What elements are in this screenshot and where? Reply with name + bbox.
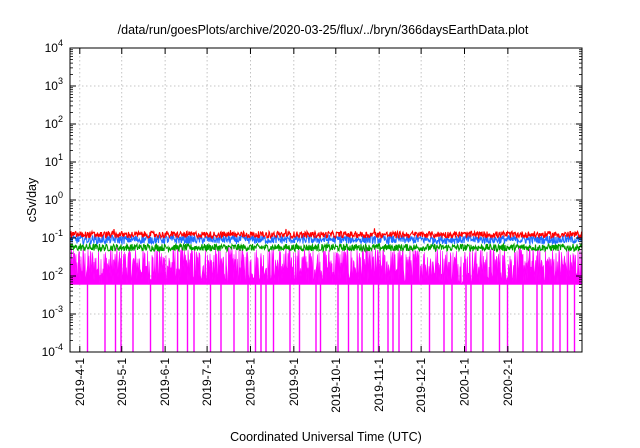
y-tick-label: 101 [45,152,63,169]
y-tick-label: 102 [45,114,63,131]
grid-layer [70,48,582,352]
tick-layer: 104 103 102 101 100 10-1 10-2 10-3 10-4 2019-4-1 2… [42,38,582,413]
series-magenta-band [70,245,582,286]
y-tick-label: 103 [45,76,63,93]
x-tick-label: 2019-8-1 [243,358,257,406]
series-line [70,228,582,241]
y-tick-label: 104 [45,38,63,55]
x-axis-label: Coordinated Universal Time (UTC) [230,430,422,444]
x-tick-label: 2019-7-1 [200,358,214,406]
x-tick-label: 2019-4-1 [73,358,87,406]
x-tick-label: 2019-11-1 [372,358,386,412]
y-tick-label: 10-1 [42,228,63,245]
series-line [70,241,582,254]
y-tick-label: 100 [45,190,63,207]
y-tick-label: 10-2 [42,266,63,283]
y-axis-label: cSv/day [25,177,39,222]
x-tick-label: 2019-10-1 [329,358,343,413]
x-tick-label: 2020-2-1 [501,358,515,406]
data-layer [70,228,582,352]
x-tick-label: 2019-9-1 [287,358,301,406]
chart-title: /data/run/goesPlots/archive/2020-03-25/f… [118,23,529,37]
y-tick-label: 10-3 [42,304,63,321]
x-tick-label: 2019-6-1 [158,358,172,406]
x-tick-label: 2019-12-1 [414,358,428,413]
y-tick-label: 10-4 [42,342,63,359]
x-tick-label: 2020-1-1 [457,358,471,406]
x-tick-label: 2019-5-1 [115,358,129,406]
